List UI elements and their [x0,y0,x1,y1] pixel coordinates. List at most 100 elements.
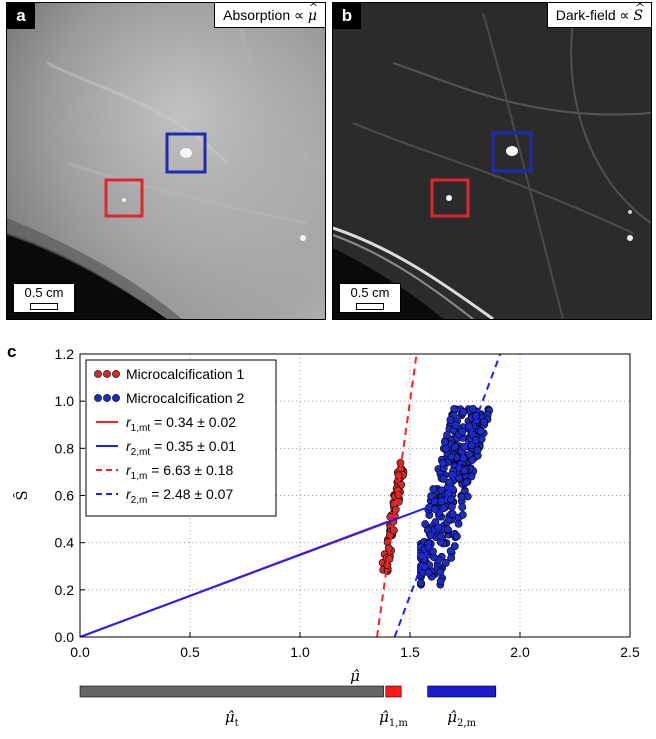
data-point-microcalcification-2 [462,478,471,487]
x-tick-label: 0.5 [180,644,200,660]
legend-label: r1,mt = 0.34 ± 0.02 [126,414,236,434]
data-point-microcalcification-2 [455,474,464,483]
data-point-microcalcification-2 [453,532,461,541]
range-label: μ̂1,m [379,708,408,729]
chart-svg: 0.0 0.5 1.0 1.5 2.0 2.5 0.0 0.2 0.4 0.6 0.8 1.0 1.2 μ… [13,346,640,729]
data-point-microcalcification-2 [439,459,447,468]
data-point-microcalcification-2 [440,438,449,446]
data-point-microcalcification-2 [459,408,468,416]
data-point-microcalcification-2 [445,478,454,487]
data-point-microcalcification-2 [439,475,448,483]
range-label: μ̂2,m [447,708,476,729]
data-point-microcalcification-2 [450,443,459,451]
legend-box [85,359,277,517]
data-point-microcalcification-2 [417,551,425,560]
data-point-microcalcification-2 [471,436,480,445]
data-point-microcalcification-2 [463,492,472,501]
legend-marker [94,370,102,378]
roi-box-blue [491,131,533,173]
scale-bar-b: 0.5 cm [339,283,401,313]
y-tick-label: 0.0 [55,629,75,645]
legend-label: Microcalcification 1 [126,366,244,382]
range-bar-microcalc-1 [385,685,402,698]
data-point-microcalcification-1 [391,505,400,514]
y-tick-label: 0.8 [55,440,75,456]
data-point-microcalcification-2 [437,497,446,506]
y-tick-label: 0.4 [55,535,75,551]
y-tick-label: 0.6 [55,488,75,504]
data-point-microcalcification-2 [427,492,435,501]
data-point-microcalcification-2 [436,577,445,586]
data-point-microcalcification-2 [476,427,485,436]
absorption-title: Absorption ∝ μ [214,3,325,28]
fit-line-r2-mt [80,506,428,637]
data-point-microcalcification-2 [458,427,467,436]
absorption-image-panel: a Absorption ∝ μ 0.5 cm [6,2,326,320]
x-tick-label: 0.0 [70,644,90,660]
data-point-microcalcification-2 [458,510,467,519]
x-tick-label: 2.5 [620,644,640,660]
data-point-microcalcification-2 [459,454,468,463]
data-point-microcalcification-2 [441,559,450,567]
data-point-microcalcification-2 [447,502,456,511]
range-bar-microcalc-2 [427,685,497,698]
range-label: μ̂t [225,708,239,729]
legend-label: r2,m = 2.48 ± 0.07 [126,486,233,506]
data-point-microcalcification-2 [447,452,456,461]
dark-field-title: Dark-field ∝ S [546,3,651,28]
data-point-microcalcification-2 [434,523,443,532]
dark-field-image [333,3,651,319]
data-point-microcalcification-2 [450,405,458,413]
legend-marker [94,394,102,402]
data-point-microcalcification-2 [465,422,474,431]
data-point-microcalcification-2 [473,446,482,455]
data-point-microcalcification-2 [442,444,451,453]
data-point-microcalcification-2 [454,519,463,528]
data-point-microcalcification-2 [443,431,451,439]
data-point-microcalcification-2 [460,466,469,475]
legend-label: r2,mt = 0.35 ± 0.01 [126,438,236,458]
data-point-microcalcification-2 [431,505,439,514]
data-point-microcalcification-2 [417,579,425,587]
legend-label: r1,m = 6.63 ± 0.18 [126,462,233,482]
roi-box-red [430,178,470,218]
scale-bar-a: 0.5 cm [13,283,75,313]
x-tick-label: 1.5 [400,644,420,660]
y-tick-label: 1.2 [55,346,75,362]
absorption-image [7,3,325,319]
data-point-microcalcification-2 [436,568,445,576]
x-tick-label: 1.0 [290,644,310,660]
scatter-chart: 0.0 0.5 1.0 1.5 2.0 2.5 0.0 0.2 0.4 0.6 0.8 1.0 1.2 μ… [0,340,656,734]
data-point-microcalcification-2 [448,510,457,518]
x-axis-label: μ̂ [350,667,360,685]
roi-box-red [104,178,144,218]
data-point-microcalcification-2 [451,421,460,430]
data-point-microcalcification-2 [468,456,477,464]
range-bar-tissue [79,685,384,698]
data-point-microcalcification-2 [446,415,455,424]
legend-marker [103,370,111,378]
dark-field-image-panel: b Dark-field ∝ S 0.5 cm [332,2,652,320]
data-point-microcalcification-2 [443,525,452,534]
panel-label-c: c [7,342,17,361]
x-tick-label: 2.0 [510,644,530,660]
data-point-microcalcification-2 [458,503,467,512]
roi-box-blue [165,132,207,174]
data-point-microcalcification-2 [469,404,477,413]
data-point-microcalcification-1 [394,491,403,499]
panel-label-a: a [7,3,35,29]
legend-marker [112,370,120,378]
data-point-microcalcification-2 [429,485,438,493]
fit-line-r2-m [393,354,502,637]
panel-label-b: b [333,3,361,29]
data-point-microcalcification-2 [467,472,476,481]
data-point-microcalcification-2 [437,532,445,541]
legend-marker [103,394,111,402]
y-axis-label: Ŝ [13,490,31,500]
legend-marker [112,394,120,402]
data-point-microcalcification-2 [479,417,488,426]
data-point-microcalcification-2 [450,542,459,551]
legend-label: Microcalcification 2 [126,390,244,406]
y-tick-label: 1.0 [55,393,75,409]
data-point-microcalcification-2 [424,568,433,577]
